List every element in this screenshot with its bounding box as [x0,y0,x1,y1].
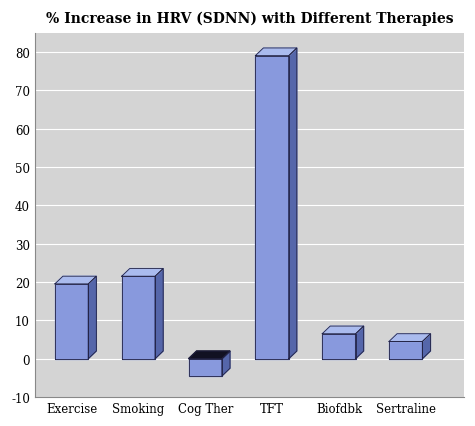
Polygon shape [389,342,422,359]
Polygon shape [322,334,356,359]
Polygon shape [356,326,364,359]
Polygon shape [55,284,88,359]
Polygon shape [88,276,96,359]
Polygon shape [256,49,297,57]
Polygon shape [289,49,297,359]
Polygon shape [389,334,430,342]
Polygon shape [122,276,155,359]
Polygon shape [422,334,430,359]
Polygon shape [256,57,289,359]
Polygon shape [189,359,222,376]
Polygon shape [155,269,163,359]
Polygon shape [189,351,230,359]
Polygon shape [222,351,230,376]
Polygon shape [55,276,96,284]
Polygon shape [122,269,163,276]
Title: % Increase in HRV (SDNN) with Different Therapies: % Increase in HRV (SDNN) with Different … [46,11,453,26]
Polygon shape [322,326,364,334]
